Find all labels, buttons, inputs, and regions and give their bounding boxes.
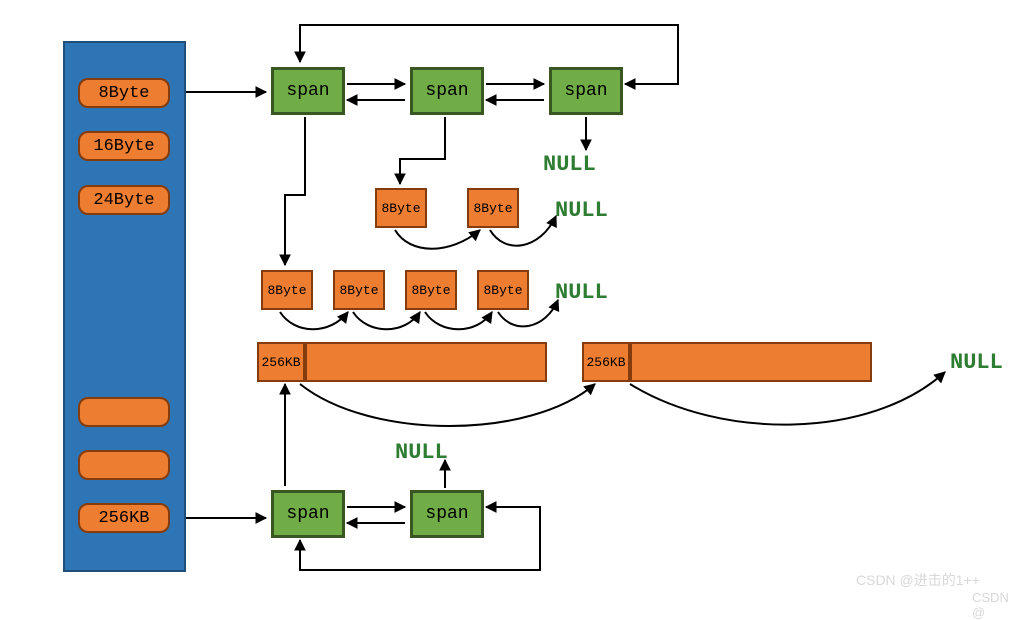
bucket-slot-2: 24Byte bbox=[78, 185, 170, 215]
bucket-slot-0: 8Byte bbox=[78, 78, 170, 108]
arrow-11 bbox=[285, 117, 305, 265]
span-top-1: span bbox=[410, 67, 484, 115]
byte-r2-0: 8Byte bbox=[375, 188, 427, 228]
byte-r3-1: 8Byte bbox=[333, 270, 385, 310]
span-top-2: span bbox=[549, 67, 623, 115]
bucket-slot-4 bbox=[78, 450, 170, 480]
null-label-4: NULL bbox=[395, 440, 448, 465]
watermark-1: CSDN @进击的1++ bbox=[856, 570, 980, 590]
null-label-3: NULL bbox=[950, 350, 1003, 375]
byte-r3-3: 8Byte bbox=[477, 270, 529, 310]
bucket-slot-1: 16Byte bbox=[78, 131, 170, 161]
arrow-16 bbox=[300, 384, 595, 426]
bucket-slot-3 bbox=[78, 397, 170, 427]
arrow-12 bbox=[280, 312, 348, 329]
span-bottom-1: span bbox=[410, 490, 484, 538]
arrow-14 bbox=[425, 312, 492, 329]
null-label-1: NULL bbox=[555, 198, 608, 223]
memblock-label-0: 256KB bbox=[257, 342, 305, 382]
arrow-8 bbox=[400, 117, 445, 184]
byte-r3-0: 8Byte bbox=[261, 270, 313, 310]
memblock-body-0 bbox=[305, 342, 547, 382]
null-label-0: NULL bbox=[543, 152, 596, 177]
memblock-body-1 bbox=[630, 342, 872, 382]
memblock-label-1: 256KB bbox=[582, 342, 630, 382]
bucket-slot-5: 256KB bbox=[78, 503, 170, 533]
arrow-9 bbox=[395, 230, 480, 249]
byte-r2-1: 8Byte bbox=[467, 188, 519, 228]
byte-r3-2: 8Byte bbox=[405, 270, 457, 310]
arrow-13 bbox=[353, 312, 420, 329]
span-bottom-0: span bbox=[271, 490, 345, 538]
span-top-0: span bbox=[271, 67, 345, 115]
watermark-2: CSDN @ bbox=[972, 590, 1018, 620]
null-label-2: NULL bbox=[555, 280, 608, 305]
bucket-array bbox=[63, 41, 186, 572]
